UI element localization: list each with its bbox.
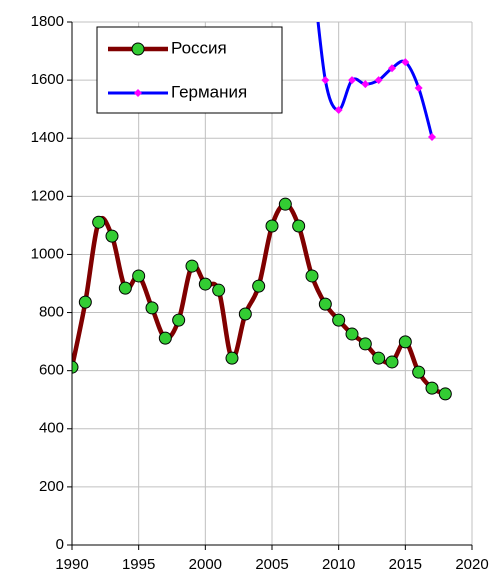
data-point [198,277,212,291]
legend: Россия Германия [96,26,283,114]
y-tick-label: 200 [39,478,64,495]
x-tick-label: 2010 [322,556,355,573]
data-point [212,283,226,297]
data-point [72,360,79,374]
data-point [425,381,439,395]
data-point [412,365,426,379]
y-tick-label: 1200 [31,187,64,204]
data-point [321,76,330,85]
data-point [145,301,159,315]
data-point [361,80,370,89]
data-point [414,83,423,92]
series-line [316,22,434,138]
legend-label: Германия [171,82,247,101]
data-point [105,229,119,243]
data-point [385,355,399,369]
x-tick-label: 2020 [455,556,488,573]
data-point [332,313,346,327]
y-tick-label: 0 [56,536,64,553]
y-tick-label: 600 [39,362,64,379]
x-tick-label: 2005 [255,556,288,573]
y-tick-label: 400 [39,420,64,437]
data-point [292,219,306,233]
data-point [252,279,266,293]
data-point [374,76,383,85]
y-tick-label: 1800 [31,13,64,30]
data-point [225,351,239,365]
x-tick-label: 2015 [389,556,422,573]
y-tick-label: 1000 [31,245,64,262]
data-point [334,106,343,115]
y-tick-label: 1600 [31,71,64,88]
data-point [118,281,132,295]
x-tick-label: 1990 [55,556,88,573]
data-point [172,313,186,327]
data-point [265,219,279,233]
data-point [278,197,292,211]
data-point [78,295,92,309]
y-tick-label: 1400 [31,129,64,146]
data-point [388,64,396,73]
legend-marker [131,42,145,56]
data-point [92,215,106,229]
x-tick-label: 2000 [189,556,222,573]
legend-marker [134,89,142,97]
data-point [132,269,146,283]
data-point [158,331,172,345]
data-point [438,387,452,401]
data-point [348,76,356,85]
data-point [185,259,199,273]
legend-label: Россия [171,38,227,57]
y-tick-label: 800 [39,304,64,321]
data-point [401,58,410,67]
data-point [345,327,359,341]
legend-box [96,26,283,114]
data-point [428,133,436,142]
x-tick-label: 1995 [122,556,155,573]
data-point [238,307,252,321]
data-point [372,351,386,365]
data-point [318,297,332,311]
data-point [358,337,372,351]
data-point [305,269,319,283]
data-point [398,335,412,349]
